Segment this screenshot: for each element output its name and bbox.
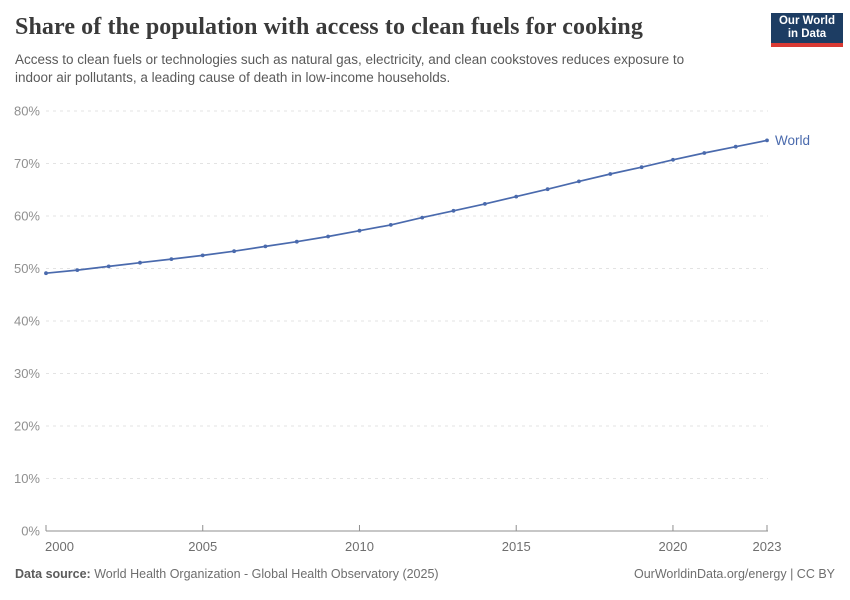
x-axis-tick-label: 2020: [658, 539, 687, 554]
data-source-note: Data source: World Health Organization -…: [15, 567, 439, 581]
data-point-marker: [545, 187, 550, 192]
data-point-marker: [232, 249, 237, 254]
world-series-line: [45, 139, 768, 275]
x-axis-tick-label: 2000: [45, 539, 74, 554]
data-point-marker: [388, 223, 393, 227]
chart-subtitle: Access to clean fuels or technologies su…: [15, 51, 684, 87]
chart-header: Share of the population with access to c…: [15, 13, 843, 87]
data-point-marker: [263, 244, 268, 249]
data-point-marker: [106, 264, 111, 269]
y-axis-tick-label: 10%: [14, 471, 40, 486]
y-axis-tick-label: 20%: [14, 419, 40, 434]
page-title: Share of the population with access to c…: [15, 14, 643, 40]
owid-logo[interactable]: Our World in Data: [771, 13, 843, 47]
data-point-marker: [483, 202, 487, 206]
x-axis-tick-label: 2005: [188, 539, 217, 554]
data-point-marker: [765, 138, 769, 143]
data-point-marker: [671, 157, 675, 162]
data-source-value: World Health Organization - Global Healt…: [90, 567, 439, 581]
data-point-marker: [420, 215, 425, 220]
data-point-marker: [702, 151, 707, 155]
series-end-label: World: [775, 133, 810, 148]
y-axis-tick-label: 60%: [14, 209, 40, 224]
subtitle-line-1: Access to clean fuels or technologies su…: [15, 51, 685, 67]
data-point-marker: [733, 144, 738, 149]
y-axis-tick-label: 40%: [14, 314, 40, 329]
data-point-marker: [44, 271, 48, 276]
data-point-marker: [639, 165, 644, 170]
data-point-marker: [169, 257, 174, 261]
credit-link[interactable]: OurWorldinData.org/energy | CC BY: [633, 567, 835, 581]
data-point-marker: [514, 194, 519, 199]
line-chart-canvas[interactable]: 0% 10% 20% 30% 40% 50% 60% 70% 80% 2000 2005 2010 20…: [0, 88, 850, 563]
data-point-marker: [451, 208, 456, 213]
y-axis-tick-label: 70%: [14, 156, 40, 171]
y-axis-tick-label: 80%: [14, 104, 40, 119]
chart-footer: Data source: World Health Organization -…: [15, 567, 835, 581]
data-source-label: Data source:: [15, 567, 91, 581]
data-point-marker: [200, 253, 205, 258]
data-point-marker: [326, 234, 330, 239]
header-text-block: Share of the population with access to c…: [15, 13, 684, 87]
y-axis-tick-label: 30%: [14, 366, 40, 381]
x-axis-tick-label: 2015: [502, 539, 531, 554]
data-point-marker: [75, 268, 80, 272]
data-point-marker: [294, 239, 299, 244]
x-axis-tick-label: 2023: [753, 539, 782, 554]
data-point-marker: [357, 228, 362, 233]
logo-line-1: Our World: [778, 15, 835, 27]
logo-line-2: in Data: [787, 28, 827, 40]
data-point-marker: [577, 179, 581, 184]
data-point-marker: [138, 260, 142, 265]
subtitle-line-2: indoor air pollutants, a leading cause o…: [15, 69, 451, 85]
y-axis-tick-label: 50%: [14, 261, 40, 276]
y-axis-tick-label: 0%: [21, 524, 40, 539]
x-axis-tick-label: 2010: [345, 539, 374, 554]
data-point-marker: [608, 172, 613, 176]
